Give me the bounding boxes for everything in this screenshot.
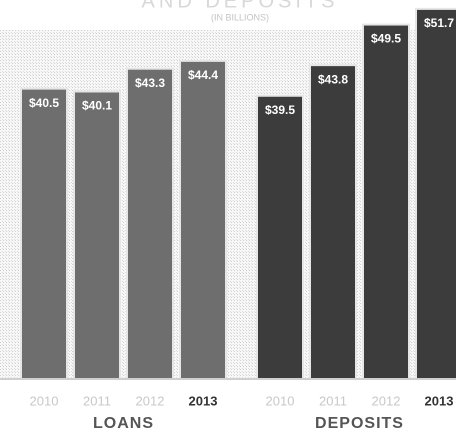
value-label: $44.4 xyxy=(188,68,218,82)
x-tick-label: 2012 xyxy=(136,393,165,408)
bar xyxy=(128,69,172,378)
bar xyxy=(22,89,66,378)
bar xyxy=(364,25,408,379)
value-label: $39.5 xyxy=(265,103,295,117)
x-tick-label: 2010 xyxy=(30,393,59,408)
x-tick-label: 2011 xyxy=(83,393,111,408)
chart-title: AND DEPOSITS xyxy=(142,0,339,12)
group-label: LOANS xyxy=(93,415,154,432)
value-label: $49.5 xyxy=(371,32,401,46)
group-label: DEPOSITS xyxy=(315,415,404,432)
value-label: $40.1 xyxy=(82,99,112,113)
bar xyxy=(181,61,225,378)
x-tick-label: 2012 xyxy=(372,393,401,408)
value-label: $40.5 xyxy=(29,96,59,110)
bar xyxy=(75,92,119,378)
x-tick-label: 2011 xyxy=(319,393,347,408)
value-label: $51.7 xyxy=(424,16,454,30)
x-tick-label: 2010 xyxy=(266,393,295,408)
value-label: $43.3 xyxy=(135,76,165,90)
bar xyxy=(258,96,302,378)
value-label: $43.8 xyxy=(318,72,348,86)
x-tick-label: 2013 xyxy=(189,393,218,408)
bar xyxy=(417,9,456,379)
chart-subtitle: (IN BILLIONS) xyxy=(211,12,269,22)
x-tick-label: 2013 xyxy=(425,393,454,408)
bar xyxy=(311,66,355,379)
